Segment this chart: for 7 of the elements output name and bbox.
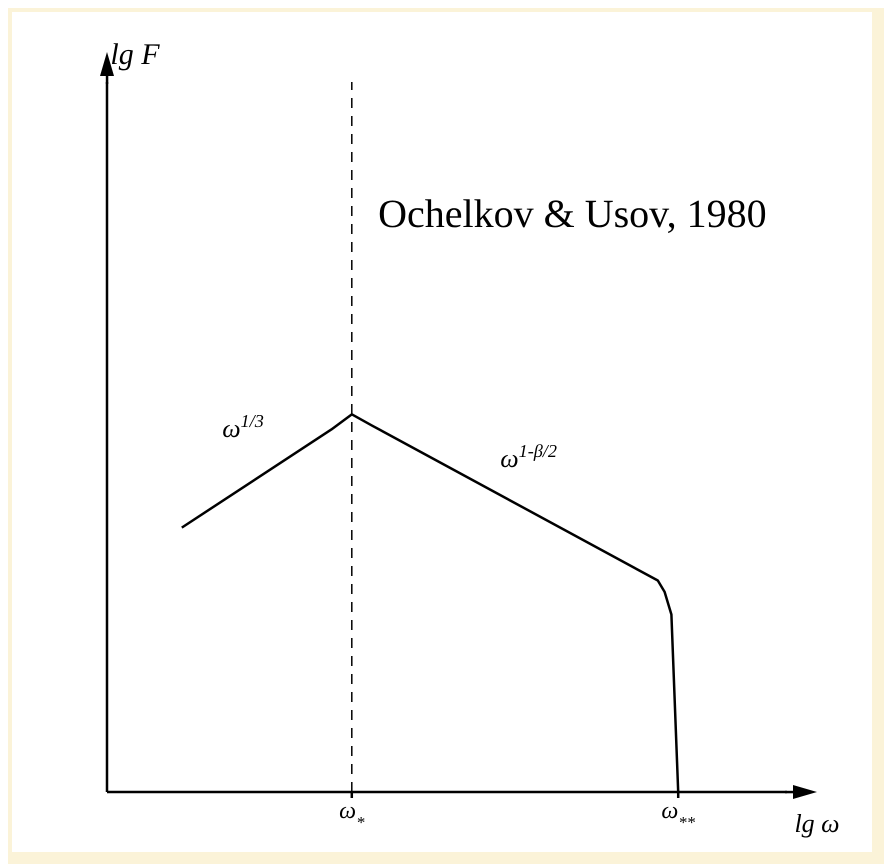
annotation: ω$^{1/3}$ bbox=[222, 411, 264, 443]
annotation: ω$^{1-β/2}$ bbox=[500, 441, 557, 473]
text: lg F bbox=[110, 38, 160, 71]
x-tick-label: ω$_{*}$ bbox=[339, 798, 366, 832]
x-tick-label: ω$_{**}$ bbox=[661, 798, 696, 832]
x-axis-title: lg ω bbox=[794, 809, 840, 838]
text: Ochelkov & Usov, 1980 bbox=[378, 191, 767, 236]
